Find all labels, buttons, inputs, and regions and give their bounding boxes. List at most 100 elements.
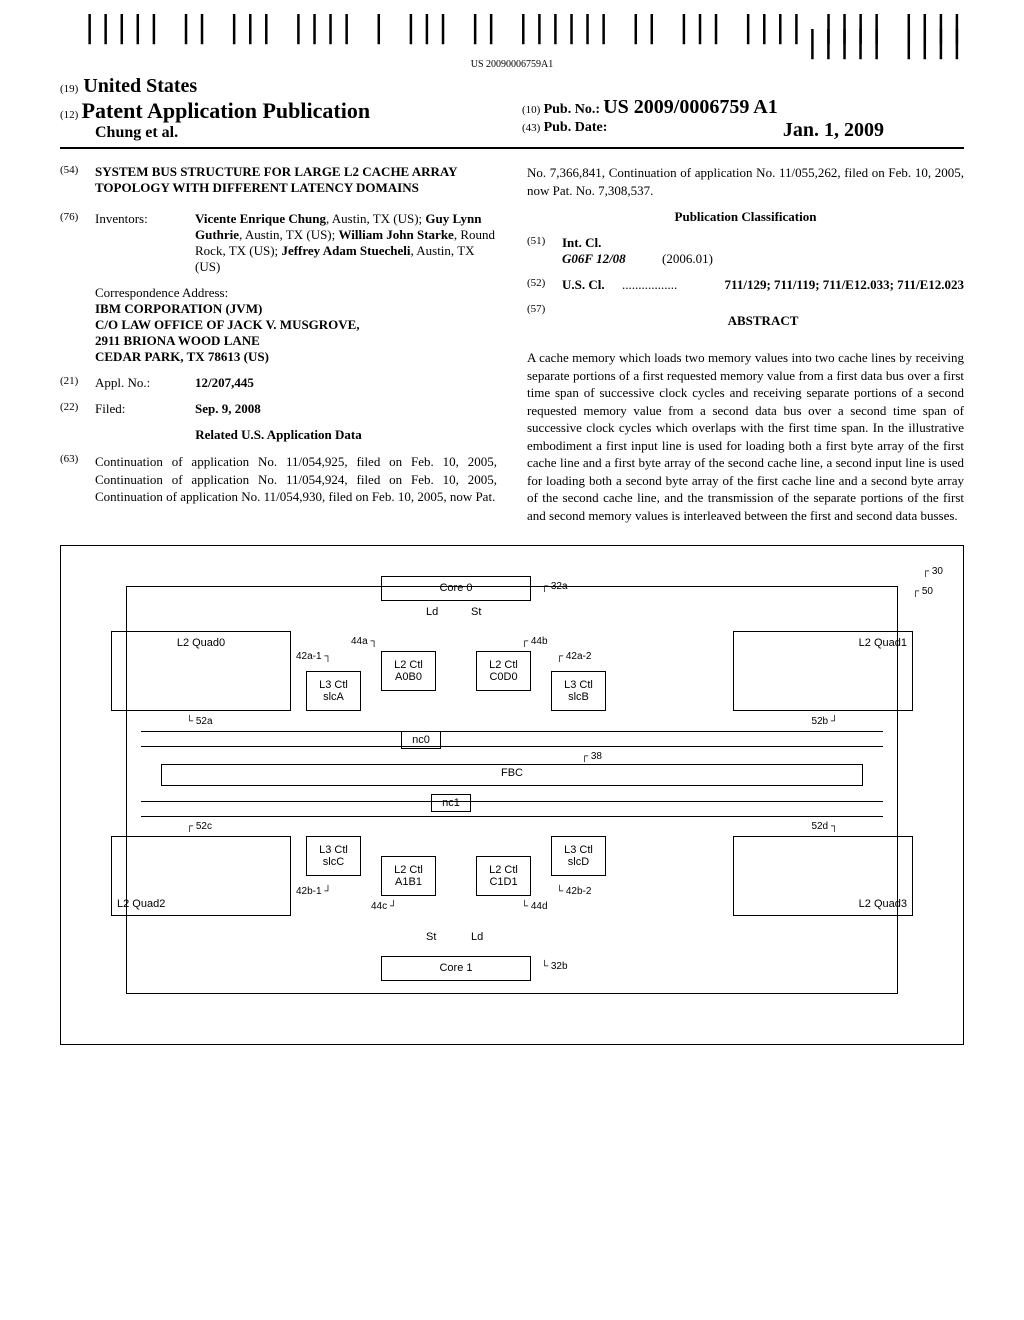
ref-44d: └ 44d bbox=[521, 901, 548, 912]
l2quad1-label: L2 Quad1 bbox=[859, 637, 907, 649]
pub-no-value: US 2009/0006759 A1 bbox=[603, 96, 777, 118]
correspondence-block: Correspondence Address: IBM CORPORATION … bbox=[95, 285, 497, 365]
barcode-graphic: ||||| || ||| |||| | ||| || |||||| || |||… bbox=[60, 20, 964, 50]
column-left: (54) SYSTEM BUS STRUCTURE FOR LARGE L2 C… bbox=[60, 164, 497, 525]
continuation-text: Continuation of application No. 11/054,9… bbox=[95, 453, 497, 506]
core0-box: Core 0 bbox=[381, 576, 531, 601]
ref-52a: └ 52a bbox=[186, 716, 213, 727]
header-right: (10) Pub. No.: US 2009/0006759 A1 (43) P… bbox=[502, 96, 964, 142]
c0d0-label: C0D0 bbox=[489, 671, 517, 683]
code-63: (63) bbox=[60, 453, 95, 506]
ref-50: ┌ 50 bbox=[912, 586, 933, 597]
code-21: (21) bbox=[60, 375, 95, 391]
a1b1-label: A1B1 bbox=[395, 876, 422, 888]
code-51: (51) bbox=[527, 235, 562, 267]
nc1-box: nc1 bbox=[431, 794, 471, 812]
code-57: (57) bbox=[527, 303, 562, 339]
code-76: (76) bbox=[60, 211, 95, 275]
related-header: Related U.S. Application Data bbox=[60, 427, 497, 443]
l2quad0-box: L2 Quad0 bbox=[111, 631, 291, 711]
l2ctl-label-2: L2 Ctl bbox=[489, 659, 518, 671]
inventors-value: Vicente Enrique Chung, Austin, TX (US); … bbox=[195, 211, 497, 275]
l2ctl-label-4: L2 Ctl bbox=[489, 864, 518, 876]
l2quad1-box: L2 Quad1 bbox=[733, 631, 913, 711]
diagram-container: ┌ 30 ┌ 50 Core 0 ┌ 32a Ld St L2 Quad0 L2… bbox=[60, 545, 964, 1045]
pub-no-label: Pub. No.: bbox=[544, 102, 600, 117]
intcl-code: G06F 12/08 bbox=[562, 251, 662, 267]
correspondence-line2: C/O LAW OFFICE OF JACK V. MUSGROVE, bbox=[95, 317, 497, 333]
slcc-label: slcC bbox=[323, 856, 344, 868]
ref-52c: ┌ 52c bbox=[186, 821, 212, 832]
ref-32a: ┌ 32a bbox=[541, 581, 568, 592]
country: United States bbox=[83, 75, 197, 97]
pub-date-label: Pub. Date: bbox=[544, 120, 608, 135]
abstract-header: ABSTRACT bbox=[562, 313, 964, 329]
uscl-label: U.S. Cl. bbox=[562, 277, 622, 293]
l2ctl-label-3: L2 Ctl bbox=[394, 864, 423, 876]
authors-header: Chung et al. bbox=[95, 124, 502, 142]
fbc-label: FBC bbox=[501, 767, 523, 779]
ref-52b: 52b ┘ bbox=[811, 716, 838, 727]
publication-type: Patent Application Publication bbox=[82, 98, 370, 123]
uscl-value: 711/129; 711/119; 711/E12.033; 711/E12.0… bbox=[677, 277, 964, 293]
core0-label: Core 0 bbox=[439, 582, 472, 594]
l3ctl-label-c: L3 Ctl bbox=[319, 844, 348, 856]
core1-box: Core 1 bbox=[381, 956, 531, 981]
intcl-label: Int. Cl. bbox=[562, 235, 964, 251]
code-10: (10) bbox=[522, 104, 540, 116]
st-label-bottom: St bbox=[426, 931, 436, 943]
pub-date-value: Jan. 1, 2009 bbox=[783, 119, 884, 142]
ref-52d: 52d ┐ bbox=[811, 821, 838, 832]
slcb-label: slcB bbox=[568, 691, 589, 703]
correspondence-label: Correspondence Address: bbox=[95, 285, 497, 301]
pub-class-header: Publication Classification bbox=[527, 209, 964, 225]
correspondence-line3: 2911 BRIONA WOOD LANE bbox=[95, 333, 497, 349]
l3ctl-slca-box: L3 Ctl slcA bbox=[306, 671, 361, 711]
code-19: (19) bbox=[60, 83, 78, 95]
applno-value: 12/207,445 bbox=[195, 375, 497, 391]
barcode-text: US 20090006759A1 bbox=[60, 59, 964, 70]
barcode-section: ||||| || ||| |||| | ||| || |||||| || |||… bbox=[60, 20, 964, 70]
l3ctl-label-b: L3 Ctl bbox=[564, 679, 593, 691]
uscl-dots: ................. bbox=[622, 277, 677, 293]
l2quad2-box: L2 Quad2 bbox=[111, 836, 291, 916]
correspondence-line1: IBM CORPORATION (JVM) bbox=[95, 301, 497, 317]
code-52: (52) bbox=[527, 277, 562, 293]
code-54: (54) bbox=[60, 164, 95, 196]
nc1-label: nc1 bbox=[442, 797, 460, 809]
ref-42b1: 42b-1 ┘ bbox=[296, 886, 331, 897]
filed-value: Sep. 9, 2008 bbox=[195, 401, 497, 417]
l3ctl-label-a: L3 Ctl bbox=[319, 679, 348, 691]
ref-38: ┌ 38 bbox=[581, 751, 602, 762]
nc0-label: nc0 bbox=[412, 734, 430, 746]
column-right: No. 7,366,841, Continuation of applicati… bbox=[527, 164, 964, 525]
abstract-text: A cache memory which loads two memory va… bbox=[527, 349, 964, 524]
header-row: (19) United States (12) Patent Applicati… bbox=[60, 75, 964, 149]
ref-44b: ┌ 44b bbox=[521, 636, 548, 647]
l3ctl-label-d: L3 Ctl bbox=[564, 844, 593, 856]
c1d1-label: C1D1 bbox=[489, 876, 517, 888]
core1-label: Core 1 bbox=[439, 962, 472, 974]
l2quad3-box: L2 Quad3 bbox=[733, 836, 913, 916]
ref-42a2: ┌ 42a-2 bbox=[556, 651, 591, 662]
l2ctl-a1b1-box: L2 Ctl A1B1 bbox=[381, 856, 436, 896]
filed-label: Filed: bbox=[95, 401, 195, 417]
l2ctl-c1d1-box: L2 Ctl C1D1 bbox=[476, 856, 531, 896]
correspondence-line4: CEDAR PARK, TX 78613 (US) bbox=[95, 349, 497, 365]
inventors-label: Inventors: bbox=[95, 211, 195, 275]
l3ctl-slcc-box: L3 Ctl slcC bbox=[306, 836, 361, 876]
l3ctl-slcd-box: L3 Ctl slcD bbox=[551, 836, 606, 876]
code-43: (43) bbox=[522, 122, 540, 134]
slcd-label: slcD bbox=[568, 856, 589, 868]
content-columns: (54) SYSTEM BUS STRUCTURE FOR LARGE L2 C… bbox=[60, 164, 964, 525]
l2quad2-label: L2 Quad2 bbox=[117, 898, 165, 910]
applno-label: Appl. No.: bbox=[95, 375, 195, 391]
ref-44a: 44a ┐ bbox=[351, 636, 378, 647]
slca-label: slcA bbox=[323, 691, 344, 703]
ld-label-bottom: Ld bbox=[471, 931, 483, 943]
ld-label-top: Ld bbox=[426, 606, 438, 618]
intcl-year: (2006.01) bbox=[662, 251, 713, 267]
code-22: (22) bbox=[60, 401, 95, 417]
continuation-cont: No. 7,366,841, Continuation of applicati… bbox=[527, 164, 964, 199]
ref-42b2: └ 42b-2 bbox=[556, 886, 591, 897]
